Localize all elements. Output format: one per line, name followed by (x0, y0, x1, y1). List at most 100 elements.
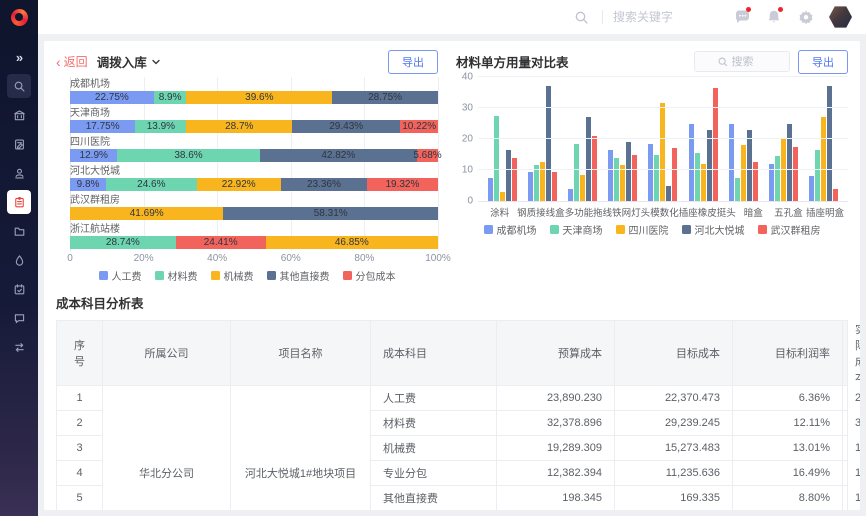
category-label: 多功能拖线 (564, 208, 613, 219)
bar (527, 171, 533, 201)
bar-segment: 22.92% (196, 178, 281, 191)
chart-search-box[interactable] (694, 51, 790, 72)
sidebar-item-transfer[interactable] (7, 335, 31, 359)
bar-segment: 8.9% (153, 91, 187, 104)
legend-item[interactable]: 其他直接费 (266, 268, 330, 283)
cell-cost-subject: 人工费 (370, 385, 497, 411)
bar-group (723, 78, 763, 201)
legend-item[interactable]: 天津商场 (549, 222, 603, 237)
cell-value: 11,010.890 (842, 460, 860, 486)
axis-tick-label: 100% (425, 253, 451, 264)
gridline (478, 169, 848, 170)
category-label: 插座明盒 (806, 208, 845, 219)
bar (539, 162, 545, 201)
stacked-bar: 9.8% 24.6% 22.92% 23.36% 19.32% (70, 178, 438, 191)
bar (614, 157, 620, 201)
bar (672, 148, 678, 201)
chart-search-input[interactable] (731, 55, 768, 68)
charts-row: ‹ 返回 调拨入库 导出 成都机场 22.75% 8.9% 39.6% 28.75% 天津… (56, 49, 848, 283)
gridline (478, 107, 848, 108)
sidebar-item-document-edit[interactable] (7, 132, 31, 156)
bar-segment: 58.31% (223, 207, 438, 220)
chevron-down-icon[interactable] (151, 57, 161, 67)
topbar-search-input[interactable] (613, 10, 723, 24)
bar (752, 162, 758, 201)
notifications-bell-icon[interactable] (761, 4, 787, 30)
legend-item[interactable]: 河北大悦城 (681, 222, 745, 237)
sidebar-collapse-icon[interactable]: » (7, 45, 31, 69)
bar (620, 165, 626, 201)
chart-row: 武汉群租房 41.69% 58.31% (70, 195, 438, 220)
cell-value: 23,890.230 (496, 385, 615, 411)
settings-gear-icon[interactable] (793, 4, 819, 30)
gridline (217, 77, 219, 251)
legend-item[interactable]: 机械费 (210, 268, 254, 283)
legend-item[interactable]: 人工费 (98, 268, 142, 283)
topbar-search-icon[interactable] (568, 4, 594, 30)
bar (545, 86, 551, 201)
legend-item[interactable]: 材料费 (154, 268, 198, 283)
legend-item[interactable]: 武汉群租房 (757, 222, 821, 237)
bar-group (603, 78, 643, 201)
sidebar-item-chat[interactable] (7, 306, 31, 330)
search-icon (718, 57, 727, 66)
right-panel-header: 材料单方用量对比表 导出 (456, 49, 848, 74)
legend-swatch (266, 270, 276, 280)
folder-icon (14, 227, 24, 236)
user-avatar[interactable] (829, 6, 852, 28)
axis-tick-label: 10 (461, 164, 473, 176)
bar (694, 152, 700, 201)
panel-title-dropdown[interactable]: 调拨入库 (96, 56, 147, 70)
sidebar-item-company[interactable] (7, 103, 31, 127)
back-button[interactable]: ‹ 返回 (56, 53, 88, 70)
sidebar-item-user-stamp[interactable] (7, 161, 31, 185)
notifications-unread-dot (778, 7, 783, 12)
cell-seq: 2 (56, 410, 103, 436)
building-icon (13, 109, 25, 120)
sidebar-item-search[interactable] (7, 74, 31, 98)
sidebar-item-folder[interactable] (7, 219, 31, 243)
bar (626, 142, 632, 201)
bar (700, 163, 706, 201)
bar (551, 171, 557, 201)
bar-segment: 24.41% (175, 236, 266, 249)
bar (688, 123, 694, 201)
sidebar-item-cost-report-active[interactable] (7, 190, 31, 214)
legend-swatch (98, 270, 108, 280)
app-logo[interactable] (0, 0, 38, 35)
bar (654, 154, 660, 201)
legend-label: 河北大悦城 (694, 225, 745, 237)
left-export-button[interactable]: 导出 (388, 49, 438, 74)
category-label: 涂料 (490, 208, 510, 219)
bar-segment: 5.68% (413, 149, 442, 162)
bar-segment: 13.9% (135, 120, 187, 133)
cell-value: 16.49% (732, 460, 843, 486)
main-content: ‹ 返回 调拨入库 导出 成都机场 22.75% 8.9% 39.6% 28.75% 天津… (38, 35, 866, 516)
chart-row-label: 武汉群租房 (70, 195, 120, 206)
chart-row-label: 浙江航站楼 (70, 224, 120, 235)
transfer-arrows-icon (14, 342, 24, 352)
sidebar-item-calendar[interactable] (7, 277, 31, 301)
legend-item[interactable]: 成都机场 (483, 222, 537, 237)
legend-item[interactable]: 分包成本 (342, 268, 396, 283)
cell-value: 12,382.394 (496, 460, 615, 486)
double-arrow-icon: » (15, 49, 23, 65)
bar-group (562, 78, 602, 201)
messages-icon[interactable] (729, 4, 755, 30)
bar (827, 86, 833, 201)
bar (712, 87, 718, 201)
stacked-bar: 17.75% 13.9% 28.7% 29.43% 10.22% (70, 120, 438, 133)
right-export-button[interactable]: 导出 (798, 49, 848, 74)
bar (533, 165, 539, 201)
legend-item[interactable]: 四川医院 (615, 222, 669, 237)
cost-analysis-section: 成本科目分析表 序号所属公司项目名称成本科目预算成本目标成本目标利润率实际成本1… (56, 293, 860, 510)
bar (769, 163, 775, 201)
chart-row-label: 河北大悦城 (70, 166, 120, 177)
bar-segment: 41.69% (70, 207, 224, 220)
bar (787, 123, 793, 201)
axis-tick-label: 20 (461, 133, 473, 145)
bar (833, 188, 839, 201)
bar-segment: 39.6% (186, 91, 333, 104)
sidebar-item-materials[interactable] (7, 248, 31, 272)
